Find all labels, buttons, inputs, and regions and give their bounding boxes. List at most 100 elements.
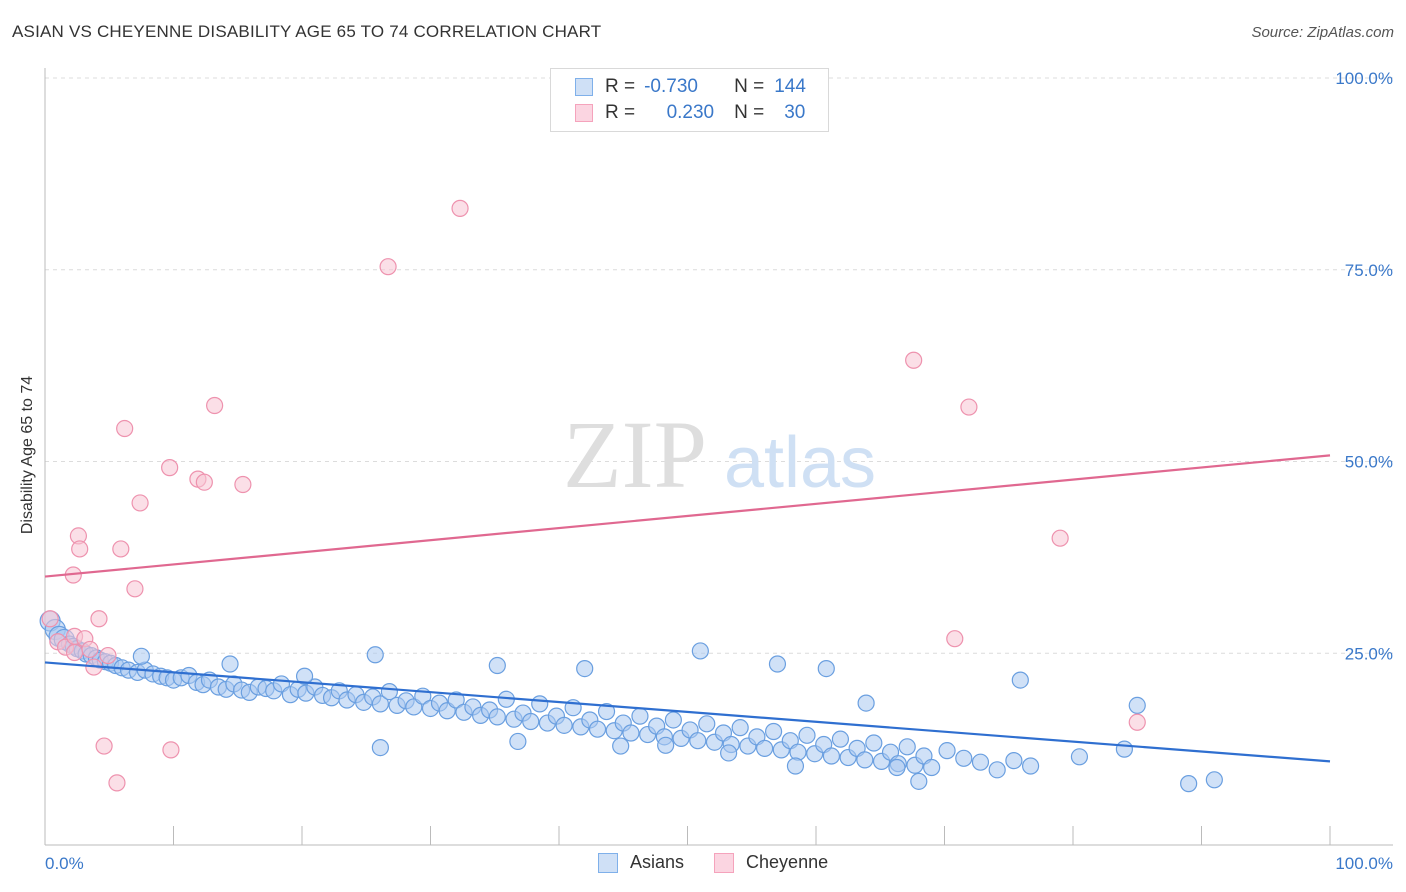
cheyenne-point: [206, 396, 224, 415]
asians-point: [971, 753, 990, 771]
asians-point: [720, 744, 738, 762]
legend-item-cheyenne[interactable]: Cheyenne: [714, 852, 828, 873]
asians-point: [612, 737, 630, 755]
asians-point: [691, 642, 709, 660]
asians-point: [689, 732, 707, 750]
y-tick-label: 100.0%: [1335, 69, 1393, 88]
asians-point: [597, 702, 616, 721]
cheyenne-point: [379, 258, 397, 276]
asians-point: [731, 719, 749, 737]
chart-title: ASIAN VS CHEYENNE DISABILITY AGE 65 TO 7…: [12, 22, 602, 41]
cheyenne-point: [1051, 529, 1069, 547]
asians-point: [447, 691, 465, 709]
asians-point: [531, 695, 549, 713]
asians-point: [488, 708, 506, 726]
asians-point: [865, 734, 883, 752]
legend-swatch-cheyenne: [714, 852, 735, 873]
asians-point: [488, 656, 506, 675]
cheyenne-point: [126, 580, 144, 598]
asians-point: [910, 772, 928, 790]
cheyenne-point: [65, 643, 84, 662]
cheyenne-point: [81, 640, 99, 659]
asians-point: [631, 707, 649, 725]
legend-n-label: N =: [734, 76, 765, 97]
x-tick-label: 100.0%: [1335, 854, 1393, 873]
asians-point: [295, 667, 314, 685]
asians-point: [888, 758, 906, 777]
cheyenne-point: [946, 630, 964, 648]
cheyenne-trend-line: [44, 454, 1331, 578]
cheyenne-point: [41, 610, 59, 628]
asians-point: [798, 726, 816, 744]
cheyenne-point: [161, 459, 179, 477]
x-tick-labels: 0.0% 100.0%: [45, 854, 1393, 873]
cheyenne-point: [1128, 713, 1146, 731]
cheyenne-point: [95, 737, 113, 755]
asians-point: [1070, 748, 1089, 766]
y-tick-labels: 25.0% 50.0% 75.0% 100.0%: [1335, 69, 1393, 663]
legend-n-value: 30: [784, 102, 806, 123]
legend-n-label: N =: [734, 102, 765, 123]
asians-point: [955, 749, 973, 767]
asians-point: [1005, 752, 1023, 770]
series-asians: [39, 610, 1223, 793]
legend-row-cheyenne: R = 0.230 N = 30: [575, 102, 805, 124]
cheyenne-point: [112, 540, 130, 558]
asians-point: [371, 695, 389, 713]
cheyenne-point: [234, 475, 252, 494]
asians-point: [555, 716, 573, 734]
legend-r-label: R =: [605, 102, 636, 123]
asians-point: [764, 722, 783, 741]
cheyenne-point: [162, 741, 180, 759]
asians-point: [1115, 740, 1134, 758]
asians-point: [664, 711, 682, 729]
y-tick-label: 25.0%: [1345, 644, 1393, 663]
asians-point: [938, 742, 956, 760]
asians-point: [768, 655, 787, 673]
asians-point: [1021, 757, 1040, 775]
cheyenne-point: [99, 646, 117, 665]
cheyenne-point: [195, 473, 213, 491]
asians-point: [576, 659, 594, 678]
asians-point: [831, 730, 850, 748]
asians-point: [657, 736, 675, 754]
asians-point: [856, 751, 874, 769]
cheyenne-point: [116, 419, 134, 438]
asians-point: [698, 715, 716, 733]
legend-swatch-asians: [575, 78, 593, 96]
cheyenne-point: [90, 610, 108, 628]
legend-r-label: R =: [605, 76, 636, 97]
asians-point: [509, 732, 527, 751]
cheyenne-point: [905, 351, 923, 369]
series-legend: Asians Cheyenne: [598, 852, 858, 873]
cheyenne-point: [131, 494, 149, 512]
y-tick-label: 50.0%: [1345, 453, 1393, 472]
asians-point: [1011, 671, 1029, 689]
asians-point: [1128, 696, 1146, 715]
correlation-legend: R = -0.730 N = 144 R = 0.230 N = 30: [550, 68, 829, 132]
asians-trend-line: [44, 661, 1331, 763]
asians-point: [817, 659, 835, 678]
legend-n-value: 144: [774, 76, 806, 97]
series-cheyenne: [41, 199, 1146, 792]
asians-point: [988, 761, 1006, 779]
cheyenne-point: [451, 199, 469, 217]
cheyenne-point: [108, 774, 126, 792]
legend-label-asians: Asians: [630, 852, 685, 872]
x-tick-label: 0.0%: [45, 854, 84, 873]
cheyenne-point: [960, 398, 978, 416]
legend-swatch-cheyenne: [575, 104, 593, 122]
asians-point: [522, 712, 540, 731]
legend-r-value: 0.230: [666, 102, 715, 123]
asians-point: [898, 738, 916, 756]
y-tick-label: 75.0%: [1345, 261, 1393, 280]
watermark: ZIP atlas: [563, 401, 876, 508]
asians-point: [366, 646, 384, 664]
cheyenne-point: [71, 540, 89, 558]
x-axis-ticks: [173, 826, 1331, 845]
asians-point: [857, 694, 875, 712]
legend-item-asians[interactable]: Asians: [598, 852, 684, 873]
watermark-atlas: atlas: [724, 423, 876, 503]
asians-point: [622, 724, 640, 742]
